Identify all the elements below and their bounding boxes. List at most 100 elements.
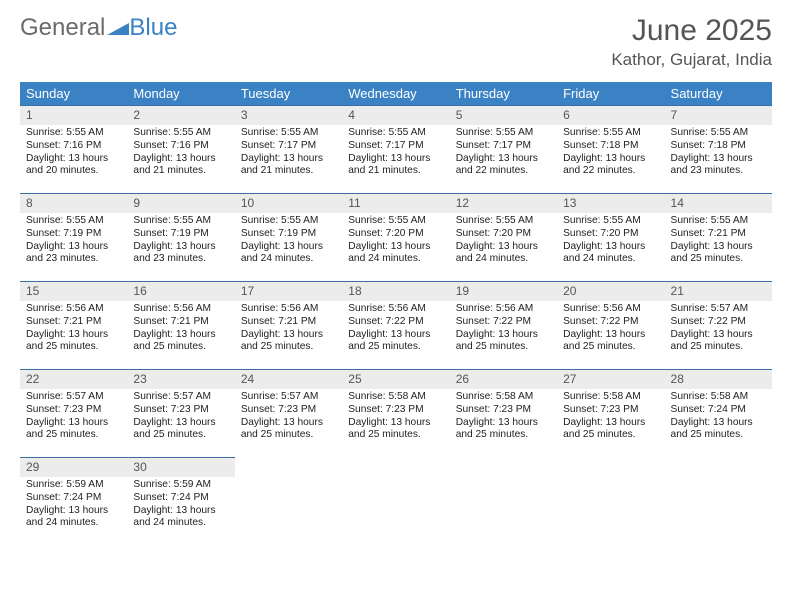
sunset-line: Sunset: 7:22 PM [563, 316, 658, 329]
day-detail: Sunrise: 5:55 AMSunset: 7:16 PMDaylight:… [127, 125, 234, 182]
sunset-line: Sunset: 7:21 PM [241, 316, 336, 329]
sunset-line: Sunset: 7:17 PM [348, 140, 443, 153]
sunset-line: Sunset: 7:18 PM [563, 140, 658, 153]
sunrise-line: Sunrise: 5:55 AM [456, 127, 551, 140]
calendar-week-row: 15Sunrise: 5:56 AMSunset: 7:21 PMDayligh… [20, 281, 772, 369]
daylight-line: Daylight: 13 hours and 22 minutes. [563, 153, 658, 179]
sunset-line: Sunset: 7:17 PM [456, 140, 551, 153]
sunrise-line: Sunrise: 5:57 AM [133, 391, 228, 404]
day-number: 21 [665, 281, 772, 301]
sunset-line: Sunset: 7:16 PM [26, 140, 121, 153]
day-detail: Sunrise: 5:55 AMSunset: 7:17 PMDaylight:… [450, 125, 557, 182]
day-number: 20 [557, 281, 664, 301]
sunset-line: Sunset: 7:22 PM [456, 316, 551, 329]
day-number: 25 [342, 369, 449, 389]
day-number: 1 [20, 105, 127, 125]
calendar-day-cell: 21Sunrise: 5:57 AMSunset: 7:22 PMDayligh… [665, 281, 772, 369]
sunrise-line: Sunrise: 5:56 AM [563, 303, 658, 316]
sunrise-line: Sunrise: 5:55 AM [241, 127, 336, 140]
daylight-line: Daylight: 13 hours and 25 minutes. [563, 417, 658, 443]
sunrise-line: Sunrise: 5:56 AM [26, 303, 121, 316]
calendar-day-cell: 15Sunrise: 5:56 AMSunset: 7:21 PMDayligh… [20, 281, 127, 369]
daylight-line: Daylight: 13 hours and 23 minutes. [671, 153, 766, 179]
day-number: 30 [127, 457, 234, 477]
daylight-line: Daylight: 13 hours and 25 minutes. [348, 329, 443, 355]
day-number: 12 [450, 193, 557, 213]
location-text: Kathor, Gujarat, India [611, 50, 772, 70]
calendar-day-cell: 1Sunrise: 5:55 AMSunset: 7:16 PMDaylight… [20, 105, 127, 193]
sunrise-line: Sunrise: 5:57 AM [241, 391, 336, 404]
day-number: 8 [20, 193, 127, 213]
day-detail: Sunrise: 5:56 AMSunset: 7:22 PMDaylight:… [342, 301, 449, 358]
daylight-line: Daylight: 13 hours and 20 minutes. [26, 153, 121, 179]
sunrise-line: Sunrise: 5:56 AM [241, 303, 336, 316]
daylight-line: Daylight: 13 hours and 25 minutes. [671, 329, 766, 355]
day-detail: Sunrise: 5:57 AMSunset: 7:22 PMDaylight:… [665, 301, 772, 358]
sunset-line: Sunset: 7:23 PM [26, 404, 121, 417]
day-number: 13 [557, 193, 664, 213]
sunrise-line: Sunrise: 5:55 AM [348, 215, 443, 228]
sunset-line: Sunset: 7:23 PM [348, 404, 443, 417]
calendar-day-cell: .. [235, 457, 342, 545]
day-detail: Sunrise: 5:56 AMSunset: 7:21 PMDaylight:… [20, 301, 127, 358]
sunrise-line: Sunrise: 5:59 AM [26, 479, 121, 492]
day-detail: Sunrise: 5:55 AMSunset: 7:21 PMDaylight:… [665, 213, 772, 270]
day-detail: Sunrise: 5:56 AMSunset: 7:22 PMDaylight:… [557, 301, 664, 358]
calendar-day-cell: 16Sunrise: 5:56 AMSunset: 7:21 PMDayligh… [127, 281, 234, 369]
daylight-line: Daylight: 13 hours and 21 minutes. [133, 153, 228, 179]
day-detail: Sunrise: 5:55 AMSunset: 7:19 PMDaylight:… [235, 213, 342, 270]
sunset-line: Sunset: 7:20 PM [456, 228, 551, 241]
sunrise-line: Sunrise: 5:58 AM [348, 391, 443, 404]
calendar-day-cell: 8Sunrise: 5:55 AMSunset: 7:19 PMDaylight… [20, 193, 127, 281]
day-number: 26 [450, 369, 557, 389]
calendar-day-cell: .. [665, 457, 772, 545]
month-title: June 2025 [611, 14, 772, 48]
daylight-line: Daylight: 13 hours and 25 minutes. [133, 329, 228, 355]
calendar-day-cell: 13Sunrise: 5:55 AMSunset: 7:20 PMDayligh… [557, 193, 664, 281]
logo-text-general: General [20, 14, 105, 42]
sunrise-line: Sunrise: 5:57 AM [671, 303, 766, 316]
sunset-line: Sunset: 7:19 PM [26, 228, 121, 241]
day-detail: Sunrise: 5:55 AMSunset: 7:18 PMDaylight:… [557, 125, 664, 182]
day-number: 15 [20, 281, 127, 301]
sunset-line: Sunset: 7:18 PM [671, 140, 766, 153]
day-number: 18 [342, 281, 449, 301]
sunset-line: Sunset: 7:20 PM [563, 228, 658, 241]
calendar-day-cell: 29Sunrise: 5:59 AMSunset: 7:24 PMDayligh… [20, 457, 127, 545]
calendar-day-cell: .. [450, 457, 557, 545]
daylight-line: Daylight: 13 hours and 24 minutes. [133, 505, 228, 531]
sunrise-line: Sunrise: 5:55 AM [563, 215, 658, 228]
calendar-day-cell: 20Sunrise: 5:56 AMSunset: 7:22 PMDayligh… [557, 281, 664, 369]
day-detail: Sunrise: 5:55 AMSunset: 7:20 PMDaylight:… [342, 213, 449, 270]
daylight-line: Daylight: 13 hours and 25 minutes. [133, 417, 228, 443]
day-detail: Sunrise: 5:55 AMSunset: 7:18 PMDaylight:… [665, 125, 772, 182]
day-detail: Sunrise: 5:59 AMSunset: 7:24 PMDaylight:… [127, 477, 234, 534]
calendar-table: SundayMondayTuesdayWednesdayThursdayFrid… [20, 82, 772, 545]
daylight-line: Daylight: 13 hours and 24 minutes. [348, 241, 443, 267]
calendar-day-cell: 5Sunrise: 5:55 AMSunset: 7:17 PMDaylight… [450, 105, 557, 193]
day-number: 22 [20, 369, 127, 389]
sunset-line: Sunset: 7:21 PM [26, 316, 121, 329]
day-number: 24 [235, 369, 342, 389]
daylight-line: Daylight: 13 hours and 22 minutes. [456, 153, 551, 179]
daylight-line: Daylight: 13 hours and 24 minutes. [241, 241, 336, 267]
sunset-line: Sunset: 7:23 PM [133, 404, 228, 417]
sunset-line: Sunset: 7:23 PM [563, 404, 658, 417]
sunset-line: Sunset: 7:24 PM [671, 404, 766, 417]
sunset-line: Sunset: 7:23 PM [241, 404, 336, 417]
sunrise-line: Sunrise: 5:55 AM [671, 215, 766, 228]
daylight-line: Daylight: 13 hours and 25 minutes. [348, 417, 443, 443]
daylight-line: Daylight: 13 hours and 25 minutes. [241, 417, 336, 443]
day-detail: Sunrise: 5:58 AMSunset: 7:24 PMDaylight:… [665, 389, 772, 446]
calendar-header-row: SundayMondayTuesdayWednesdayThursdayFrid… [20, 82, 772, 105]
sunrise-line: Sunrise: 5:55 AM [348, 127, 443, 140]
calendar-day-cell: 23Sunrise: 5:57 AMSunset: 7:23 PMDayligh… [127, 369, 234, 457]
daylight-line: Daylight: 13 hours and 23 minutes. [133, 241, 228, 267]
calendar-week-row: 22Sunrise: 5:57 AMSunset: 7:23 PMDayligh… [20, 369, 772, 457]
sunset-line: Sunset: 7:16 PM [133, 140, 228, 153]
logo-text-blue: Blue [129, 14, 177, 42]
day-number: 6 [557, 105, 664, 125]
logo-mark-icon [107, 14, 129, 42]
day-number: 4 [342, 105, 449, 125]
calendar-day-cell: .. [557, 457, 664, 545]
